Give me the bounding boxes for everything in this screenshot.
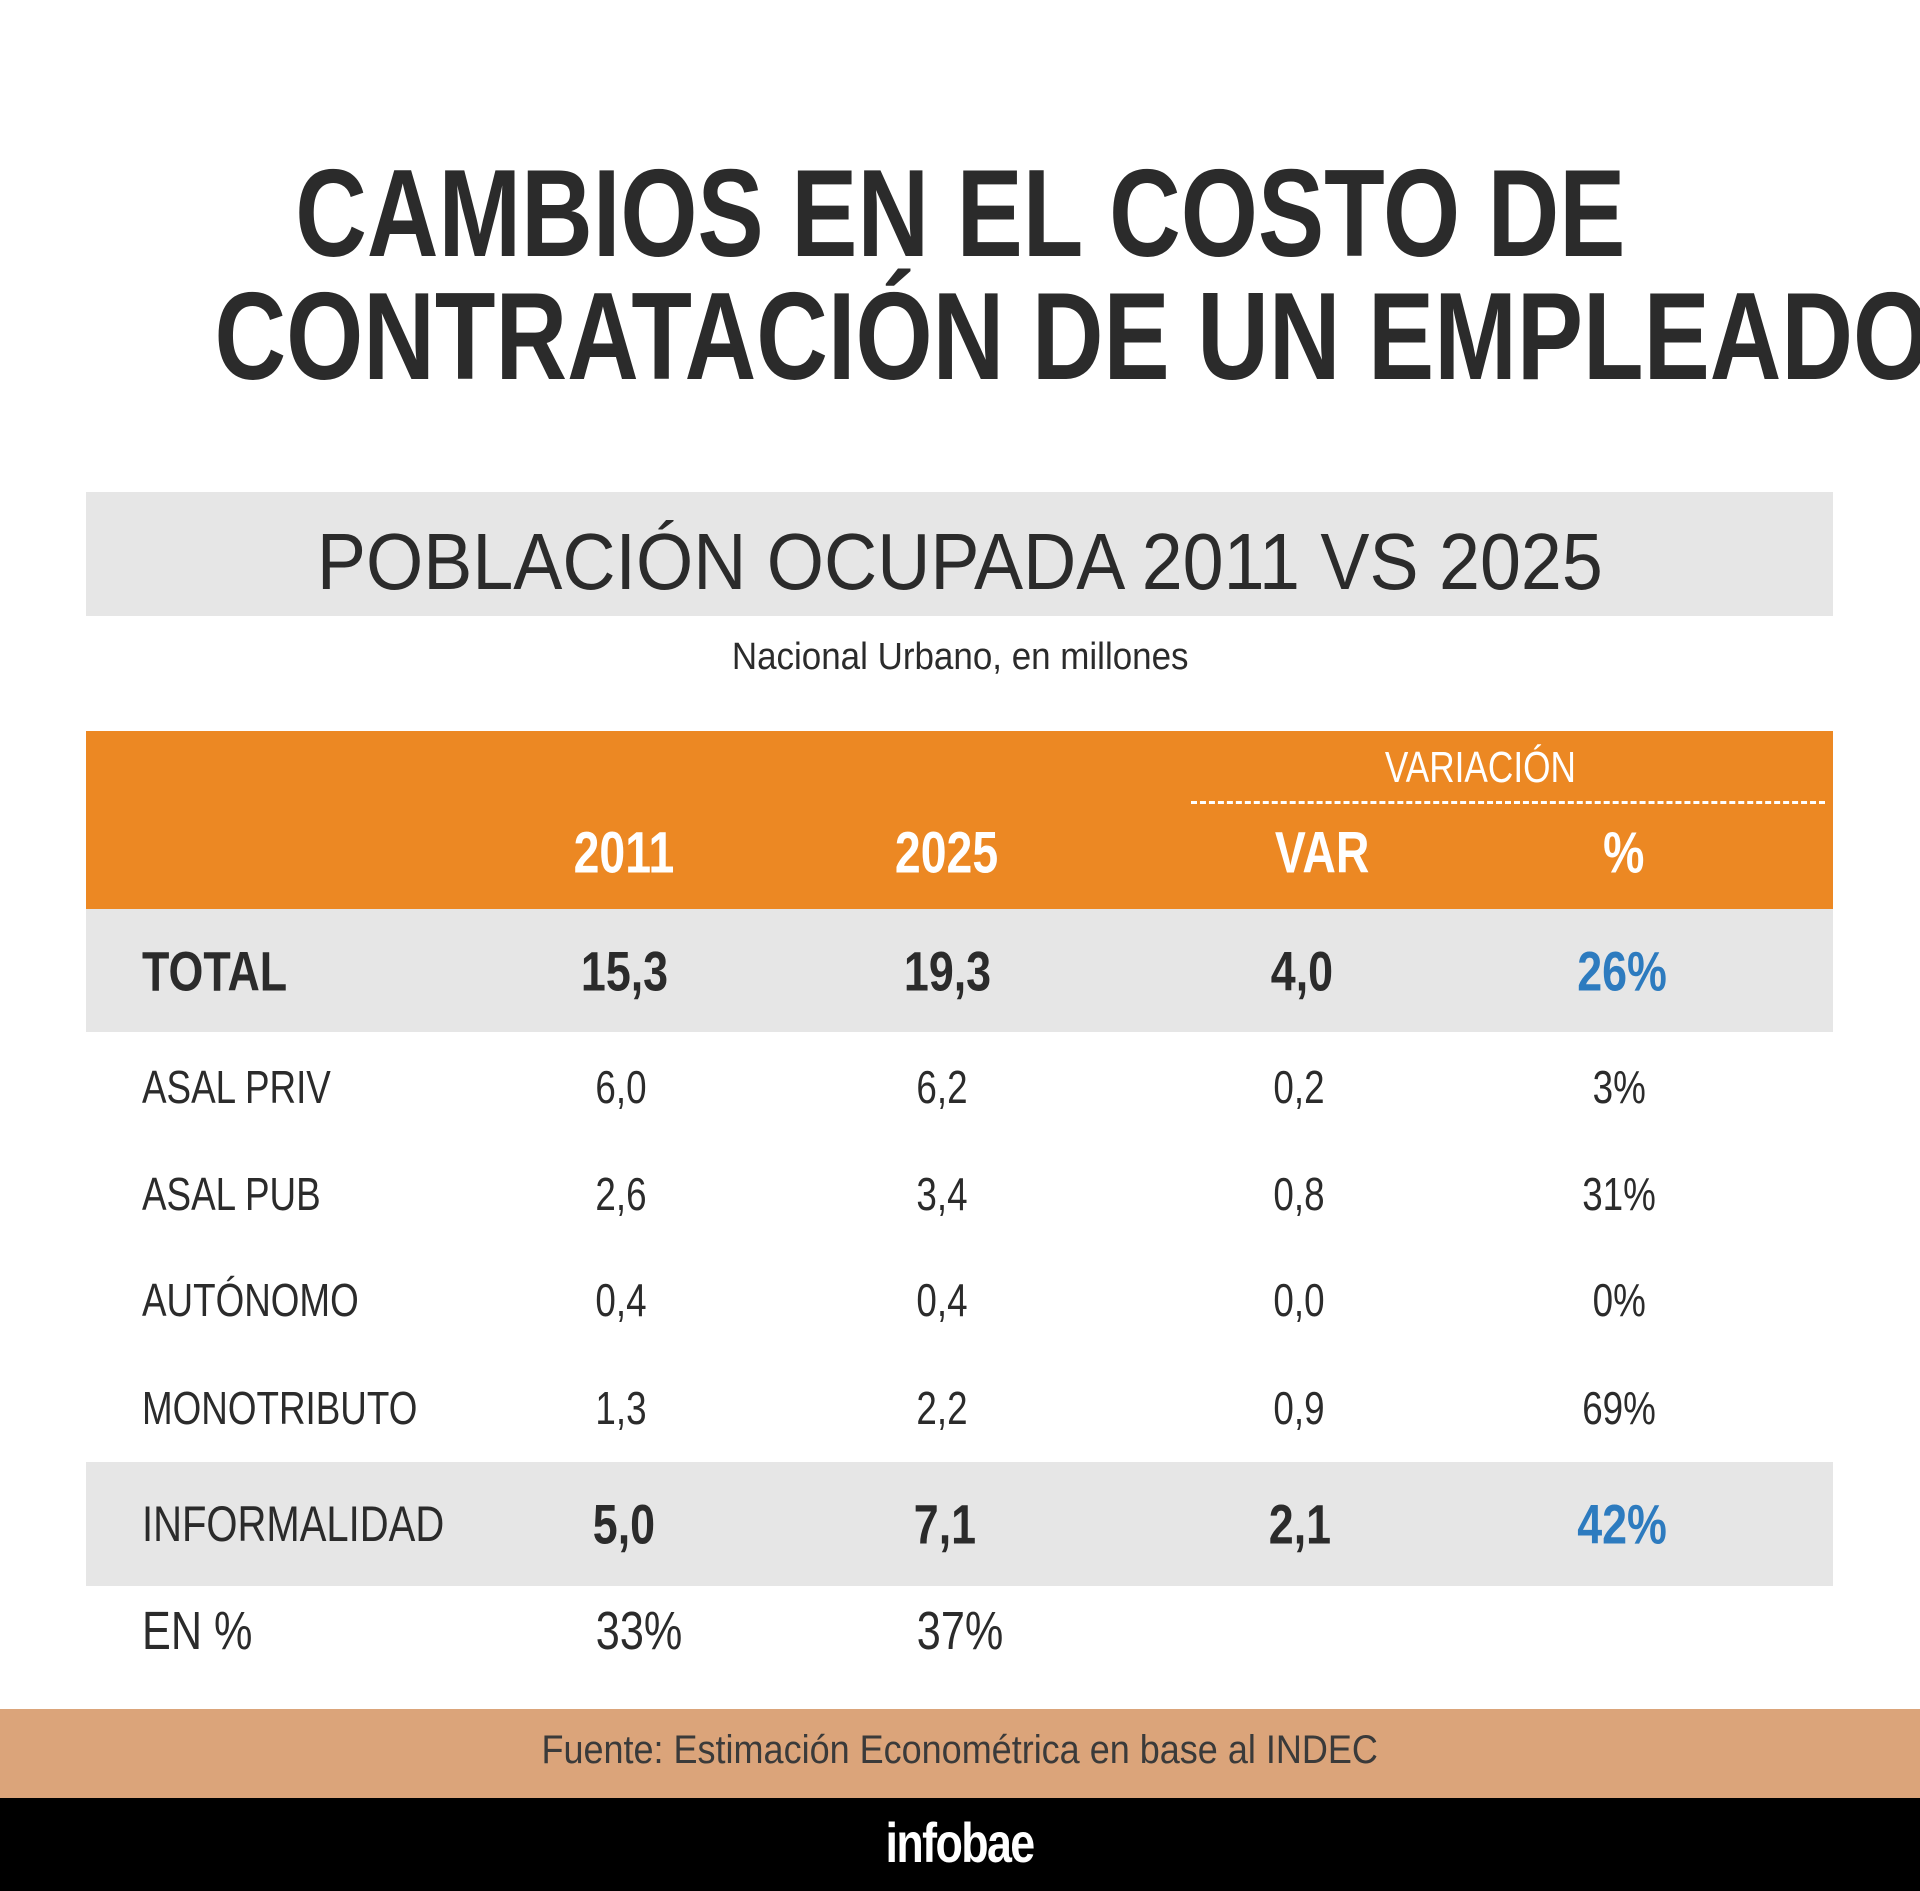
cell-2025: 3,4 [916,1168,968,1220]
table-header [86,731,1833,909]
cell-pct: 42% [1577,1492,1667,1556]
title-line-1: CAMBIOS EN EL COSTO DE [294,145,1626,283]
cell-pct: 31% [1582,1168,1656,1220]
row-label: AUTÓNOMO [142,1274,359,1326]
cell-pct: 69% [1582,1382,1656,1434]
subtitle: POBLACIÓN OCUPADA 2011 VS 2025 [317,517,1603,606]
variacion-group-header: VARIACIÓN [1384,743,1576,792]
total-row-band [86,909,1833,1032]
col-header-pct: % [1603,820,1645,886]
cell-2011: 1,3 [595,1382,647,1434]
cell-var: 4,0 [1270,939,1334,1003]
title-line-2: CONTRATACIÓN DE UN EMPLEADO [214,268,1920,406]
informalidad-row-band [86,1462,1833,1586]
cell-2025: 19,3 [903,939,991,1003]
footer-bar [0,1798,1920,1891]
group-divider [1191,801,1825,804]
cell-2011: 33% [595,1601,683,1661]
cell-2025: 0,4 [916,1274,968,1326]
source-band [0,1709,1920,1798]
source-note: Fuente: Estimación Econométrica en base … [541,1728,1379,1772]
cell-2025: 37% [916,1601,1004,1661]
col-header-2011: 2011 [573,820,675,886]
cell-var: 0,2 [1273,1061,1325,1113]
cell-2025: 2,2 [916,1382,968,1434]
unit-note: Nacional Urbano, en millones [731,636,1189,678]
col-header-var: VAR [1274,820,1370,886]
row-label: INFORMALIDAD [142,1496,445,1552]
cell-2011: 15,3 [580,939,668,1003]
row-label: EN % [142,1601,253,1661]
cell-2011: 2,6 [595,1168,647,1220]
cell-pct: 3% [1592,1061,1646,1113]
cell-var: 2,1 [1268,1492,1332,1556]
cell-pct: 0% [1592,1274,1646,1326]
cell-2011: 6,0 [595,1061,647,1113]
cell-2011: 5,0 [592,1492,656,1556]
cell-2025: 6,2 [916,1061,968,1113]
row-label: TOTAL [142,939,288,1003]
cell-var: 0,8 [1273,1168,1325,1220]
cell-2025: 7,1 [913,1492,977,1556]
cell-var: 0,0 [1273,1274,1325,1326]
row-label: MONOTRIBUTO [142,1382,418,1434]
cell-pct: 26% [1577,939,1667,1003]
row-label: ASAL PRIV [142,1061,331,1113]
cell-var: 0,9 [1273,1382,1325,1434]
infobae-logo: infobae [885,1811,1036,1874]
subtitle-band [86,492,1833,616]
row-label: ASAL PUB [142,1168,321,1220]
cell-2011: 0,4 [595,1274,647,1326]
col-header-2025: 2025 [895,820,999,886]
